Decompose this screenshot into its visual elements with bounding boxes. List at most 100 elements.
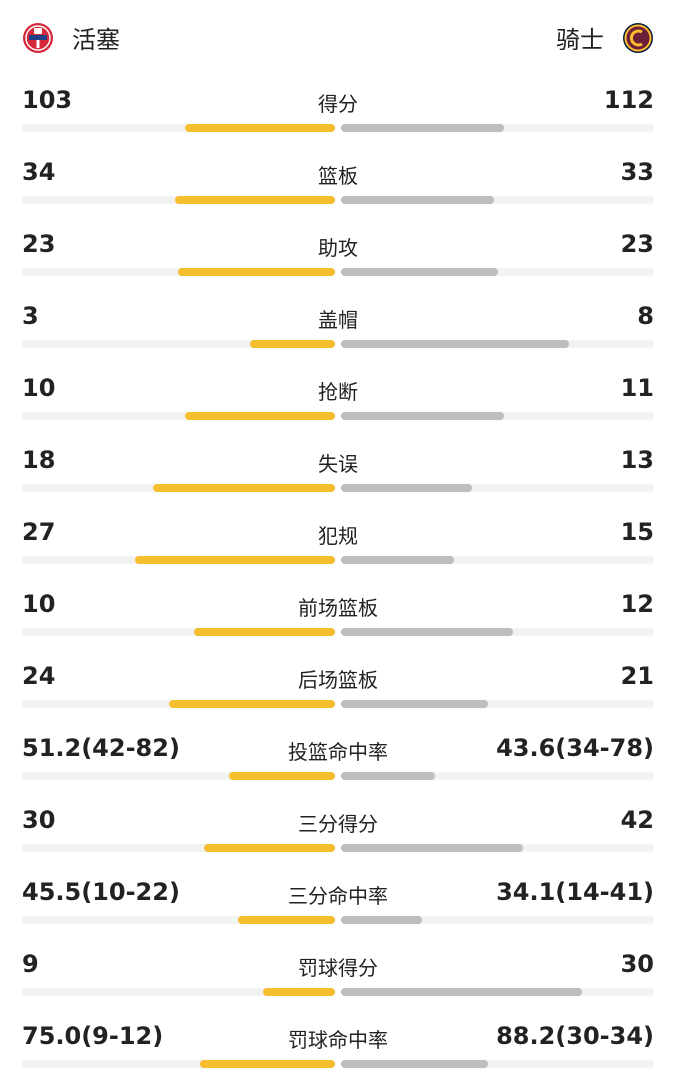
right-team-value: 43.6(34-78): [496, 734, 654, 762]
left-bar-track: [22, 124, 335, 132]
right-team-value: 112: [603, 86, 654, 114]
right-bar-fill: [341, 556, 454, 564]
stat-label: 犯规: [318, 524, 358, 548]
stat-row: 23 助攻 23: [0, 216, 676, 288]
left-team-value: 23: [22, 230, 56, 258]
right-bar-fill: [341, 412, 504, 420]
right-team-value: 88.2(30-34): [496, 1022, 654, 1050]
stat-label: 前场篮板: [298, 596, 378, 620]
stat-row: 103 得分 112: [0, 72, 676, 144]
stat-label: 三分得分: [298, 812, 378, 836]
right-team-value: 11: [620, 374, 654, 402]
stat-row: 30 三分得分 42: [0, 792, 676, 864]
left-bar-fill: [175, 196, 335, 204]
right-bar-fill: [341, 268, 498, 276]
stat-label: 得分: [318, 92, 358, 116]
right-team-value: 33: [620, 158, 654, 186]
stat-row: 24 后场篮板 21: [0, 648, 676, 720]
right-bar-track: [341, 340, 654, 348]
stat-row: 75.0(9-12) 罚球命中率 88.2(30-34): [0, 1008, 676, 1080]
pistons-logo-icon: [22, 22, 54, 54]
right-bar-track: [341, 628, 654, 636]
stat-row: 3 盖帽 8: [0, 288, 676, 360]
stat-row: 18 失误 13: [0, 432, 676, 504]
left-team[interactable]: 活塞: [22, 20, 120, 55]
right-bar-fill: [341, 988, 582, 996]
stat-label: 助攻: [318, 236, 358, 260]
right-bar-fill: [341, 844, 523, 852]
right-bar-fill: [341, 484, 472, 492]
right-team-name: 骑士: [556, 26, 604, 54]
stat-row: 51.2(42-82) 投篮命中率 43.6(34-78): [0, 720, 676, 792]
right-bar-track: [341, 196, 654, 204]
right-bar-fill: [341, 700, 488, 708]
stat-label: 篮板: [318, 164, 358, 188]
right-team-value: 30: [620, 950, 654, 978]
stat-row: 10 抢断 11: [0, 360, 676, 432]
left-bar-fill: [194, 628, 335, 636]
left-bar-track: [22, 268, 335, 276]
right-team-value: 15: [620, 518, 654, 546]
right-team[interactable]: 骑士: [556, 20, 654, 55]
left-bar-fill: [153, 484, 335, 492]
right-team-value: 34.1(14-41): [496, 878, 654, 906]
stat-row: 34 篮板 33: [0, 144, 676, 216]
stat-label: 三分命中率: [288, 884, 388, 908]
left-bar-track: [22, 556, 335, 564]
right-team-value: 42: [620, 806, 654, 834]
right-bar-track: [341, 844, 654, 852]
left-team-value: 51.2(42-82): [22, 734, 180, 762]
left-team-name: 活塞: [72, 26, 120, 54]
left-team-value: 103: [22, 86, 73, 114]
team-header: 活塞 骑士: [0, 0, 676, 72]
right-team-value: 8: [637, 302, 654, 330]
left-bar-fill: [169, 700, 335, 708]
left-bar-track: [22, 340, 335, 348]
right-bar-track: [341, 772, 654, 780]
right-team-value: 12: [620, 590, 654, 618]
left-team-value: 9: [22, 950, 39, 978]
right-bar-track: [341, 556, 654, 564]
left-bar-fill: [250, 340, 335, 348]
left-team-value: 75.0(9-12): [22, 1022, 164, 1050]
left-bar-track: [22, 484, 335, 492]
right-bar-track: [341, 916, 654, 924]
right-bar-track: [341, 700, 654, 708]
left-bar-fill: [204, 844, 335, 852]
right-bar-fill: [341, 340, 569, 348]
right-bar-fill: [341, 196, 494, 204]
stat-label: 罚球命中率: [288, 1028, 388, 1052]
left-bar-track: [22, 700, 335, 708]
right-bar-fill: [341, 628, 513, 636]
right-bar-fill: [341, 124, 504, 132]
left-bar-track: [22, 772, 335, 780]
left-bar-track: [22, 916, 335, 924]
stat-row: 10 前场篮板 12: [0, 576, 676, 648]
left-team-value: 10: [22, 590, 56, 618]
left-team-value: 27: [22, 518, 56, 546]
left-bar-fill: [229, 772, 335, 780]
right-bar-track: [341, 412, 654, 420]
stat-row: 45.5(10-22) 三分命中率 34.1(14-41): [0, 864, 676, 936]
stat-label: 投篮命中率: [288, 740, 388, 764]
left-team-value: 34: [22, 158, 56, 186]
right-bar-track: [341, 124, 654, 132]
right-bar-fill: [341, 772, 435, 780]
left-bar-track: [22, 1060, 335, 1068]
stat-label: 失误: [318, 452, 358, 476]
stat-label: 罚球得分: [298, 956, 378, 980]
stats-list: 103 得分 112 34 篮板 33 23 助攻 23 3 盖帽 8 10 抢断 11 18 失误 13 27 犯规…: [0, 72, 676, 1080]
right-bar-track: [341, 1060, 654, 1068]
left-bar-fill: [135, 556, 335, 564]
left-bar-track: [22, 844, 335, 852]
left-team-value: 18: [22, 446, 56, 474]
left-bar-fill: [263, 988, 335, 996]
left-bar-track: [22, 196, 335, 204]
stat-row: 27 犯规 15: [0, 504, 676, 576]
left-team-value: 24: [22, 662, 56, 690]
right-bar-fill: [341, 1060, 488, 1068]
left-bar-fill: [238, 916, 335, 924]
stat-row: 9 罚球得分 30: [0, 936, 676, 1008]
right-team-value: 13: [620, 446, 654, 474]
left-bar-track: [22, 412, 335, 420]
